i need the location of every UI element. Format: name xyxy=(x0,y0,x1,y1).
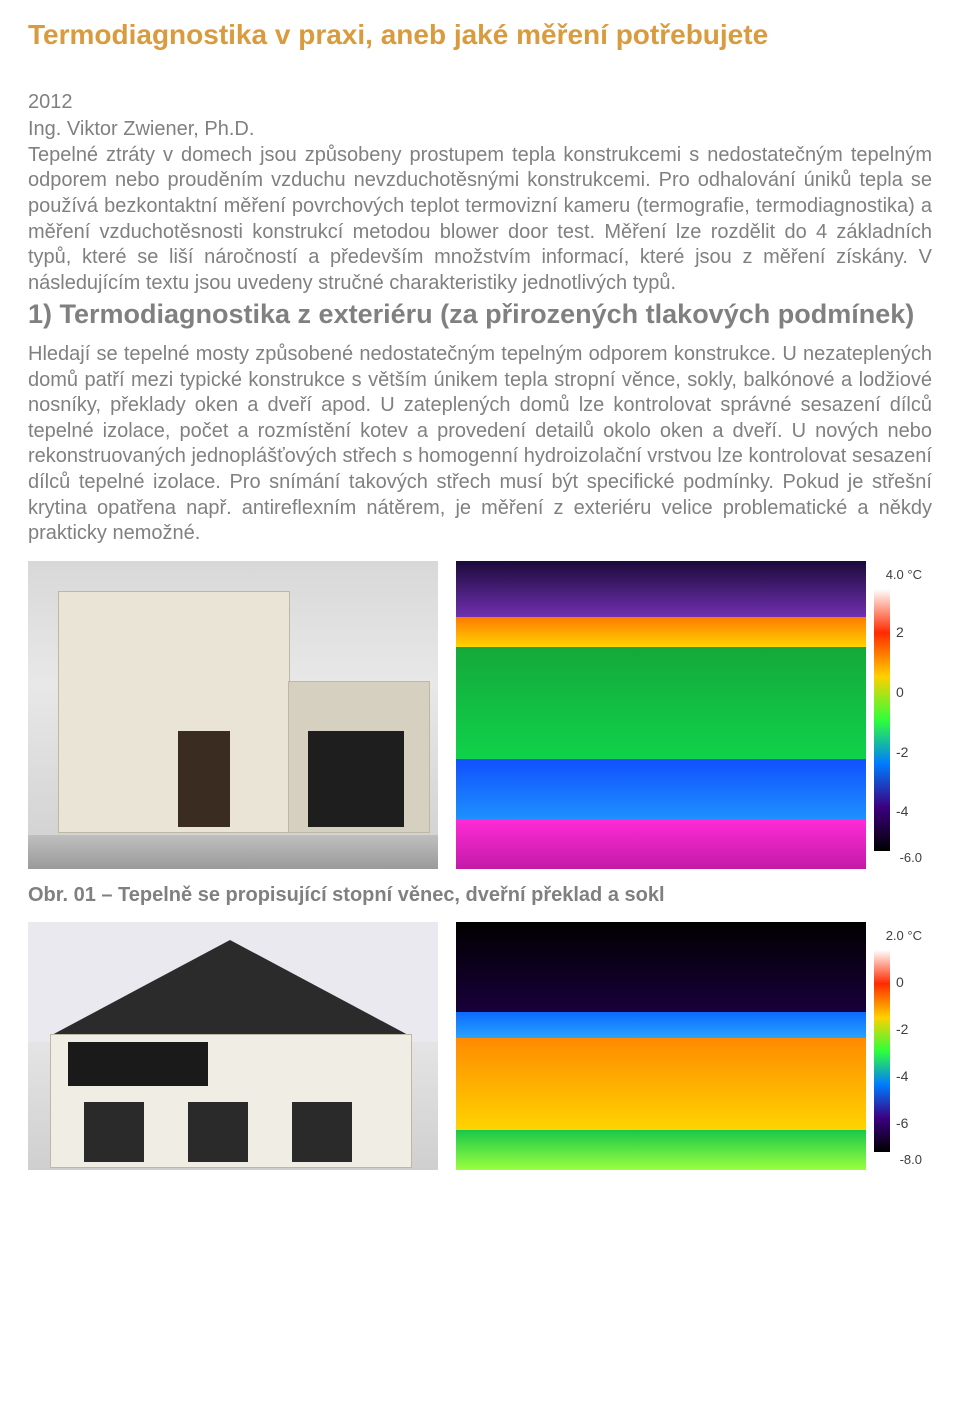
figure-1-caption: Obr. 01 – Tepelně se propisující stopní … xyxy=(28,883,932,909)
thermal-image xyxy=(456,561,866,869)
scale-tick: -4 xyxy=(896,1068,908,1086)
document-page: Termodiagnostika v praxi, aneb jaké měře… xyxy=(0,0,960,1200)
thermal-band xyxy=(456,759,866,819)
thermal-band xyxy=(456,1038,866,1130)
thermal-band xyxy=(456,922,866,1012)
scale-unit: °C xyxy=(907,567,922,582)
scale-tick: -2 xyxy=(896,744,908,762)
scale-tick: 2 xyxy=(896,624,904,642)
scale-tick: -4 xyxy=(896,803,908,821)
scale-tick: -6 xyxy=(896,1115,908,1133)
figure-2-photo xyxy=(28,922,438,1170)
thermal-band xyxy=(456,1012,866,1038)
scale-min: -8.0 xyxy=(900,1152,922,1169)
thermal-image xyxy=(456,922,866,1170)
scale-tick: 0 xyxy=(896,974,904,992)
scale-ticks: 2 0 -2 -4 xyxy=(896,581,924,859)
door-shape xyxy=(178,731,230,827)
figure-row-1: 4.0 °C 2 0 -2 -4 -6.0 xyxy=(28,561,932,869)
scale-unit: °C xyxy=(907,928,922,943)
roof-shape xyxy=(50,940,410,1036)
figure-1-photo xyxy=(28,561,438,869)
thermal-band xyxy=(456,1130,866,1170)
scale-bar xyxy=(874,589,890,851)
page-title: Termodiagnostika v praxi, aneb jaké měře… xyxy=(28,18,932,52)
scale-bar xyxy=(874,950,890,1152)
scale-tick: 0 xyxy=(896,684,904,702)
thermal-band xyxy=(456,647,866,759)
ground-shape xyxy=(28,835,438,869)
thermal-surface xyxy=(456,561,866,869)
scale-max: 2.0 xyxy=(886,928,904,943)
house-shape xyxy=(58,591,290,833)
scale-max: 4.0 xyxy=(886,567,904,582)
thermal-band xyxy=(456,617,866,647)
section-1-paragraph: Hledají se tepelné mosty způsobené nedos… xyxy=(28,342,932,547)
year-line: 2012 xyxy=(28,90,932,116)
figure-2-thermal: 2.0 °C 0 -2 -4 -6 -8.0 xyxy=(456,922,928,1170)
figure-row-2: 2.0 °C 0 -2 -4 -6 -8.0 xyxy=(28,922,932,1170)
window-shape-1 xyxy=(84,1102,144,1162)
thermal-band xyxy=(456,819,866,869)
thermal-scale: 2.0 °C 0 -2 -4 -6 -8.0 xyxy=(866,922,928,1170)
scale-ticks: 0 -2 -4 -6 xyxy=(896,942,924,1160)
figure-1-thermal: 4.0 °C 2 0 -2 -4 -6.0 xyxy=(456,561,928,869)
author-line: Ing. Viktor Zwiener, Ph.D. xyxy=(28,117,932,143)
section-heading-1: 1) Termodiagnostika z exteriéru (za přir… xyxy=(28,298,932,332)
window-shape-3 xyxy=(292,1102,352,1162)
garage-shape xyxy=(308,731,404,827)
balcony-rail xyxy=(68,1042,208,1086)
scale-min: -6.0 xyxy=(900,850,922,867)
thermal-scale: 4.0 °C 2 0 -2 -4 -6.0 xyxy=(866,561,928,869)
window-shape-2 xyxy=(188,1102,248,1162)
scale-tick: -2 xyxy=(896,1021,908,1039)
thermal-surface xyxy=(456,922,866,1170)
thermal-band xyxy=(456,561,866,617)
intro-paragraph: Tepelné ztráty v domech jsou způsobeny p… xyxy=(28,143,932,297)
